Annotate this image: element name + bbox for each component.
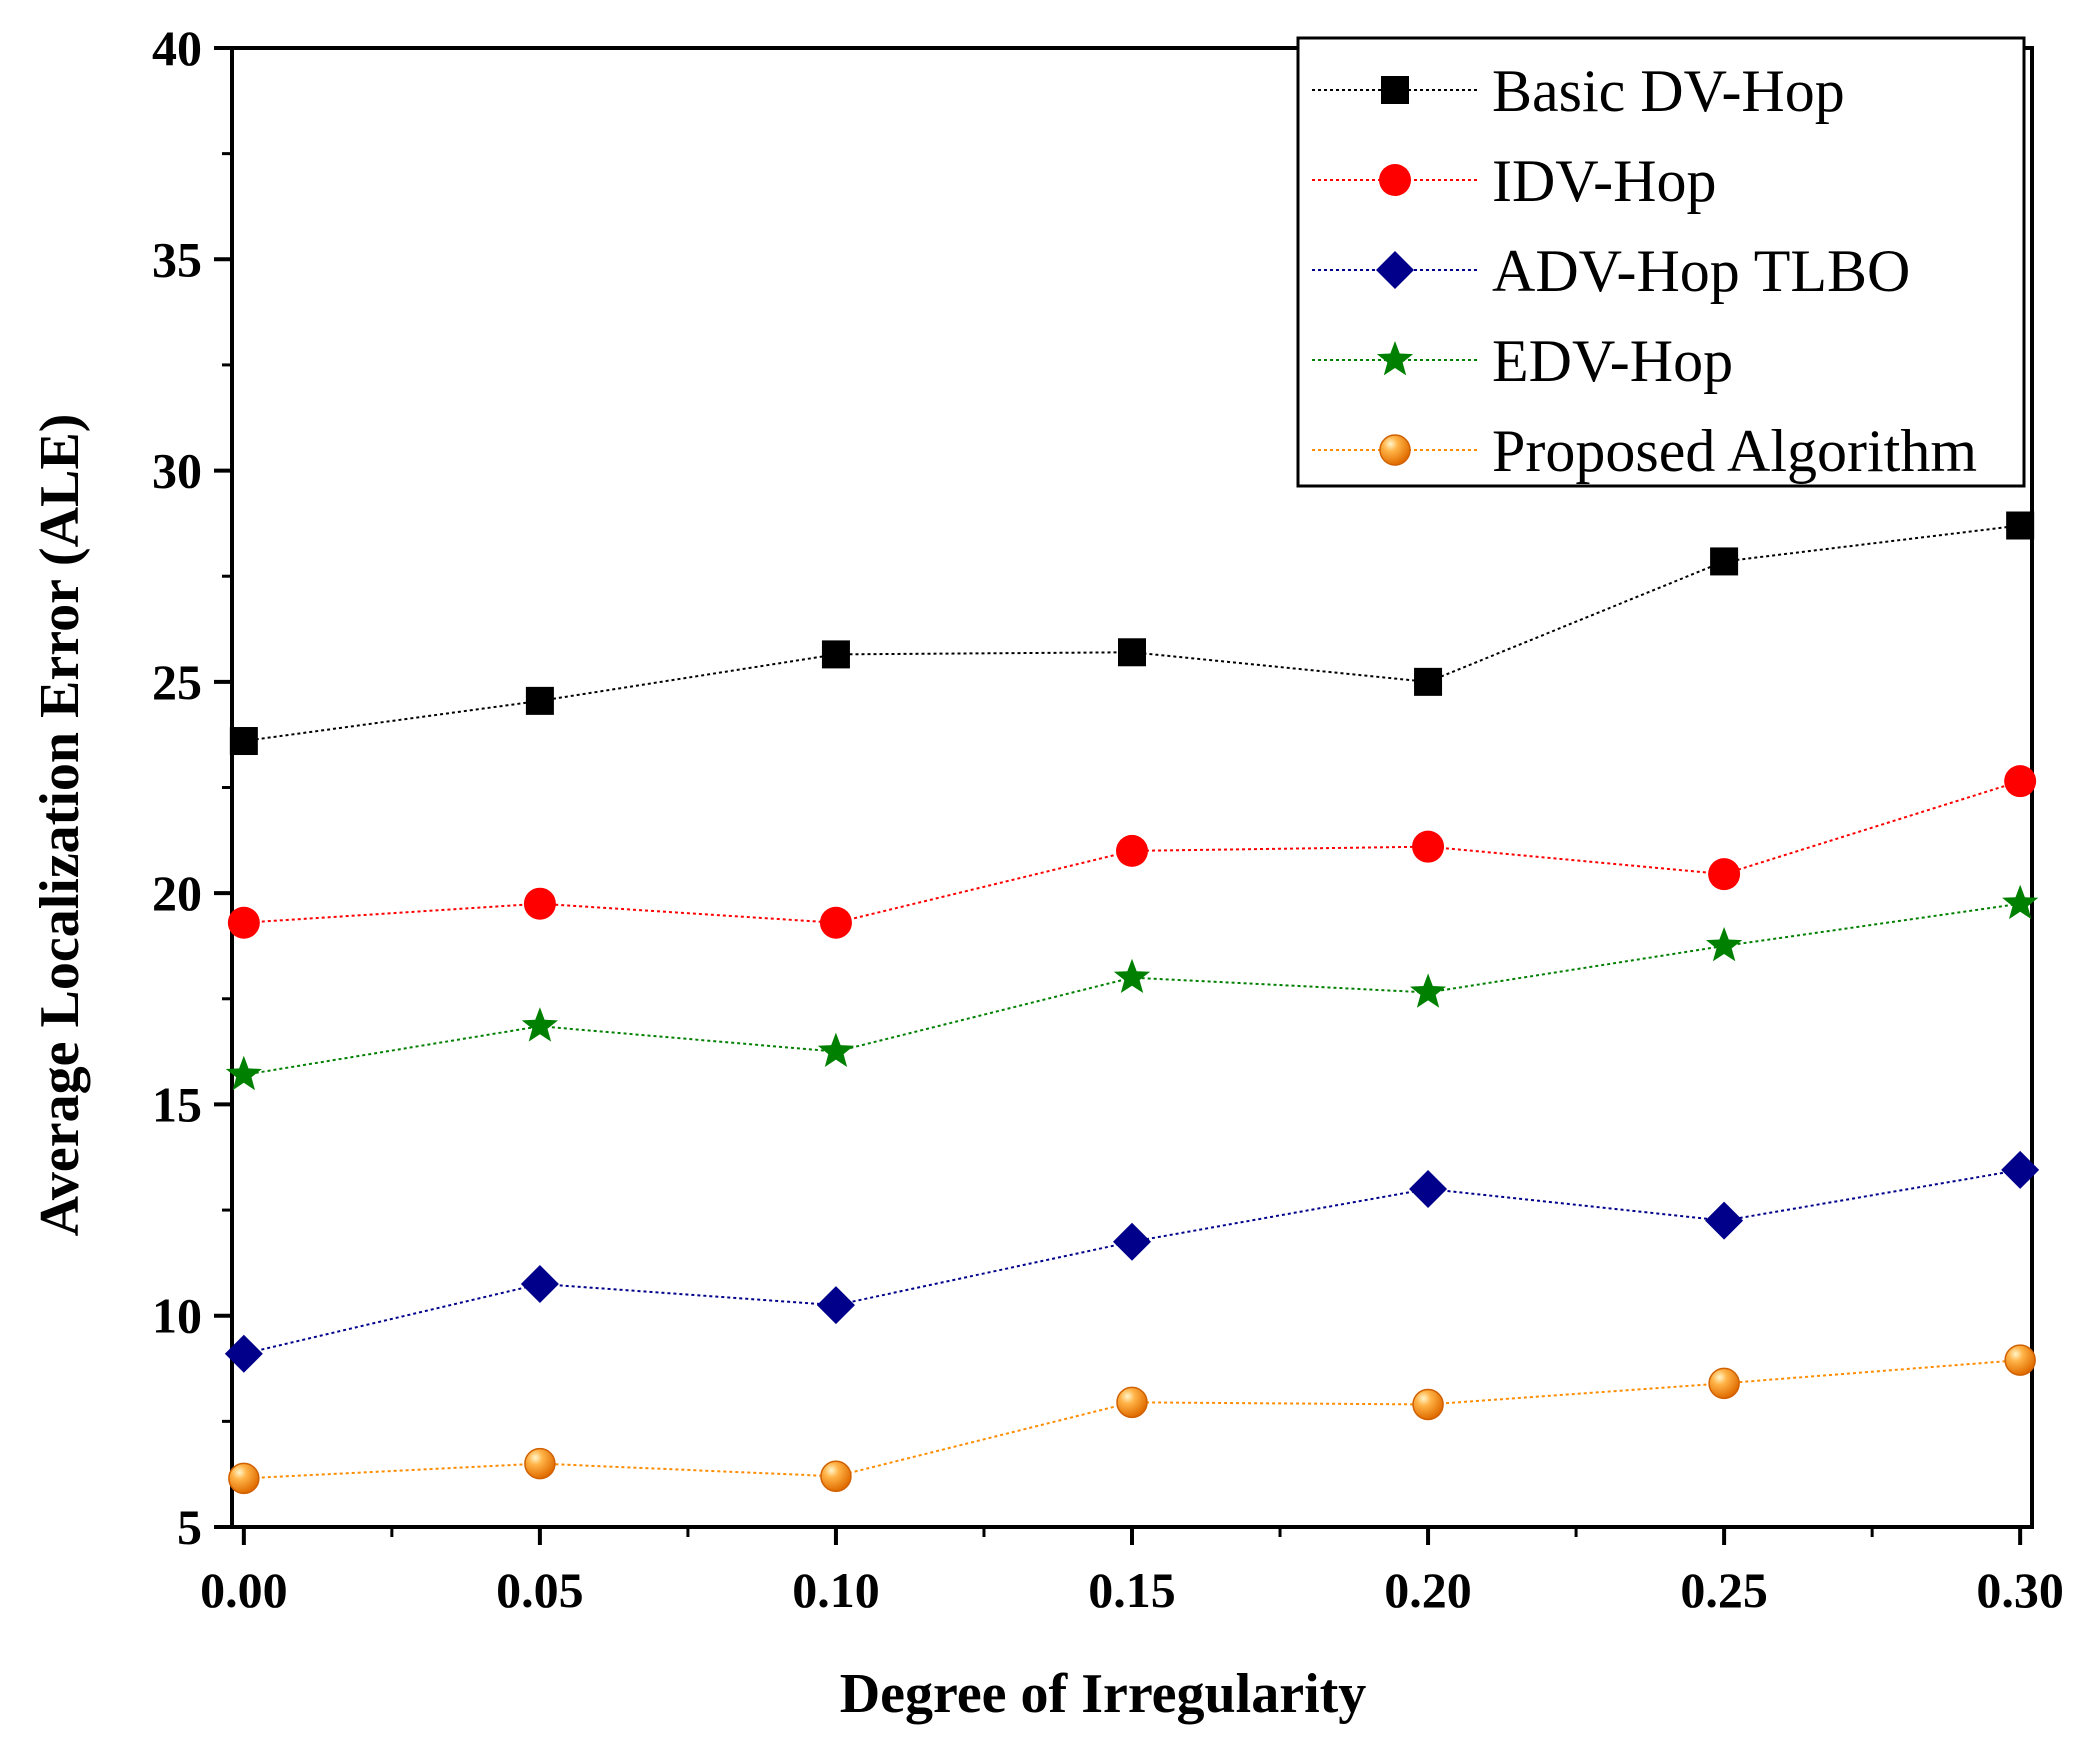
data-point bbox=[521, 1007, 558, 1042]
data-point bbox=[523, 887, 556, 920]
data-point bbox=[228, 1462, 260, 1495]
series-edv-hop bbox=[225, 884, 2039, 1091]
data-point bbox=[227, 906, 260, 939]
data-point bbox=[1113, 1222, 1151, 1261]
data-point bbox=[816, 1286, 855, 1325]
data-point bbox=[1113, 958, 1151, 993]
data-point bbox=[2004, 765, 2037, 798]
data-point bbox=[821, 640, 850, 669]
legend-marker bbox=[1376, 251, 1414, 289]
series-proposed-algorithm bbox=[228, 1344, 2036, 1495]
x-axis-title: Degree of Irregularity bbox=[840, 1663, 1367, 1725]
data-point bbox=[520, 1265, 559, 1304]
data-point bbox=[1708, 1367, 1740, 1400]
x-tick-label: 0.30 bbox=[1976, 1562, 2064, 1618]
series-basic-dv-hop bbox=[229, 511, 2035, 756]
y-tick-label: 10 bbox=[152, 1288, 202, 1344]
x-tick-label: 0.15 bbox=[1088, 1562, 1176, 1618]
data-point bbox=[1705, 1201, 1744, 1240]
data-point bbox=[229, 727, 258, 756]
data-point bbox=[1710, 547, 1739, 576]
x-tick-label: 0.20 bbox=[1384, 1562, 1472, 1618]
legend-box bbox=[1296, 36, 2026, 488]
data-point bbox=[1118, 638, 1146, 667]
data-point bbox=[2006, 511, 2035, 540]
legend-label: EDV-Hop bbox=[1492, 328, 1733, 394]
data-point bbox=[1409, 1169, 1448, 1208]
y-tick-label: 25 bbox=[152, 654, 202, 710]
legend-marker bbox=[1379, 434, 1411, 466]
data-point bbox=[819, 906, 852, 939]
legend-marker bbox=[1381, 76, 1409, 104]
series-idv-hop bbox=[227, 765, 2037, 939]
legend: Basic DV-Hop IDV-Hop ADV-Hop TLBO EDV-Hop Pr… bbox=[1296, 36, 2026, 488]
series-line bbox=[243, 524, 2021, 743]
data-point bbox=[1412, 1388, 1444, 1421]
data-point bbox=[1414, 667, 1443, 696]
y-tick-label: 30 bbox=[152, 443, 202, 499]
x-tick-label: 0.25 bbox=[1680, 1562, 1768, 1618]
data-point bbox=[1116, 1386, 1148, 1419]
data-point bbox=[1116, 834, 1148, 867]
x-tick-label: 0.10 bbox=[792, 1562, 880, 1618]
y-tick-label: 5 bbox=[177, 1499, 202, 1555]
data-point bbox=[525, 686, 554, 715]
legend-label: Proposed Algorithm bbox=[1492, 418, 1977, 484]
y-tick-label: 40 bbox=[152, 20, 202, 76]
data-point bbox=[2004, 1344, 2036, 1376]
data-point bbox=[1410, 973, 1447, 1008]
data-point bbox=[1706, 927, 1743, 962]
series-adv-hop-tlbo bbox=[224, 1150, 2040, 1373]
y-axis-title: Average Localization Error (ALE) bbox=[29, 414, 91, 1237]
x-tick-label: 0.05 bbox=[496, 1562, 584, 1618]
legend-marker bbox=[1376, 341, 1414, 376]
data-point bbox=[224, 1334, 263, 1373]
data-point bbox=[817, 1032, 854, 1067]
legend-marker bbox=[1379, 164, 1411, 196]
legend-label: IDV-Hop bbox=[1492, 148, 1716, 214]
data-point bbox=[1708, 858, 1741, 891]
y-tick-label: 35 bbox=[152, 231, 202, 287]
y-tick-label: 20 bbox=[152, 865, 202, 921]
series-line bbox=[243, 1359, 2021, 1480]
y-tick-label: 15 bbox=[152, 1076, 202, 1132]
x-tick-label: 0.00 bbox=[200, 1562, 288, 1618]
legend-label: Basic DV-Hop bbox=[1492, 58, 1845, 124]
data-point bbox=[1412, 830, 1445, 863]
data-point bbox=[2002, 884, 2039, 920]
data-point bbox=[225, 1055, 262, 1091]
series-line bbox=[243, 902, 2021, 1076]
data-point bbox=[524, 1447, 556, 1480]
data-point bbox=[820, 1460, 852, 1493]
legend-label: ADV-Hop TLBO bbox=[1492, 238, 1910, 304]
data-point bbox=[2001, 1150, 2040, 1189]
series-line bbox=[243, 1168, 2021, 1355]
